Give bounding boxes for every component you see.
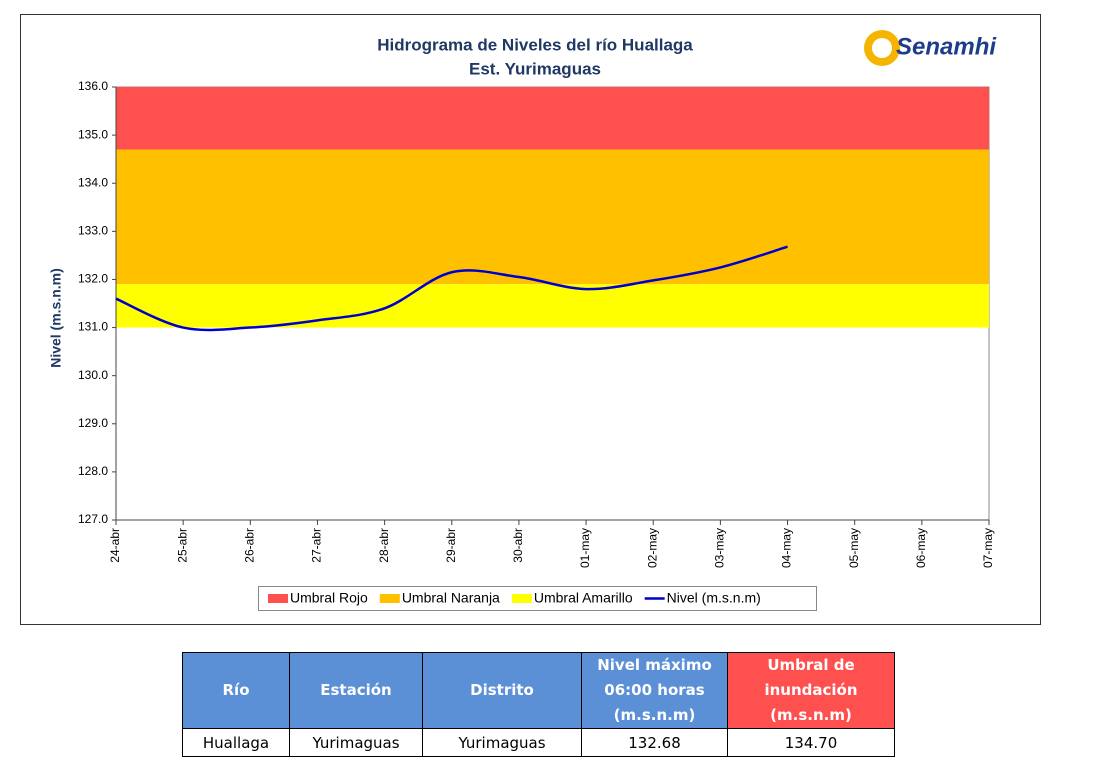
x-tick-label: 05-may [847, 528, 861, 568]
x-tick-label: 01-may [578, 528, 592, 568]
x-tick-label: 28-abr [377, 528, 391, 563]
legend-swatch [268, 594, 288, 603]
legend-label: Umbral Rojo [290, 590, 368, 606]
threshold-band [116, 87, 989, 150]
data-table: Río Estación Distrito Nivel máximo 06:00… [182, 652, 895, 757]
y-axis-label: Nivel (m.s.n.m) [48, 268, 64, 368]
y-tick-label: 127.0 [78, 512, 108, 526]
x-tick-label: 24-abr [108, 528, 122, 563]
y-tick-label: 131.0 [78, 320, 108, 334]
table-header: Río Estación Distrito Nivel máximo 06:00… [182, 652, 895, 729]
legend-swatch [511, 594, 532, 603]
y-tick-label: 134.0 [78, 175, 108, 189]
chart: Hidrograma de Niveles del río Huallaga E… [20, 14, 1041, 625]
x-tick-label: 26-abr [242, 528, 256, 563]
logo-sun-core [872, 38, 892, 58]
x-tick-label: 27-abr [310, 528, 324, 563]
legend-label: Nivel (m.s.n.m) [667, 590, 761, 606]
x-tick-label: 30-abr [511, 528, 525, 563]
cell: Yurimaguas [422, 728, 582, 757]
cell: Huallaga [182, 728, 290, 757]
header-cell: Estación [289, 652, 423, 729]
chart-subtitle: Est. Yurimaguas [469, 59, 601, 78]
header-cell: Umbral de inundación (m.s.n.m) [727, 652, 895, 729]
x-tick-label: 25-abr [175, 528, 189, 563]
legend: Umbral Rojo Umbral Naranja Umbral Amarillo… [258, 586, 817, 611]
legend-label: Umbral Amarillo [534, 590, 633, 606]
y-tick-label: 136.0 [78, 79, 108, 93]
x-tick-label: 03-may [713, 528, 727, 568]
y-tick-label: 132.0 [78, 272, 108, 286]
cell: Yurimaguas [289, 728, 423, 757]
y-tick-label: 129.0 [78, 416, 108, 430]
header-cell: Río [182, 652, 290, 729]
y-tick-label: 128.0 [78, 464, 108, 478]
y-tick-label: 130.0 [78, 368, 108, 382]
cell: 132.68 [581, 728, 728, 757]
threshold-band [116, 284, 989, 328]
legend-box [258, 586, 817, 611]
legend-swatch [379, 594, 400, 603]
cell: 134.70 [727, 728, 895, 757]
legend-label: Umbral Naranja [402, 590, 500, 606]
header-cell: Nivel máximo 06:00 horas (m.s.n.m) [581, 652, 728, 729]
x-tick-label: 29-abr [444, 528, 458, 563]
logo: Senamhi [864, 30, 997, 66]
y-tick-label: 135.0 [78, 127, 108, 141]
threshold-band [116, 149, 989, 285]
x-tick-label: 06-may [914, 528, 928, 568]
header-cell: Distrito [422, 652, 582, 729]
x-tick-label: 02-may [645, 528, 659, 568]
x-tick-label: 07-may [981, 528, 995, 568]
y-tick-label: 133.0 [78, 224, 108, 238]
chart-title: Hidrograma de Niveles del río Huallaga [377, 35, 693, 54]
x-tick-label: 04-may [780, 528, 794, 568]
table-row: Huallaga Yurimaguas Yurimaguas 132.68 13… [182, 728, 895, 757]
series-line [115, 245, 788, 332]
logo-text: Senamhi [896, 33, 997, 60]
